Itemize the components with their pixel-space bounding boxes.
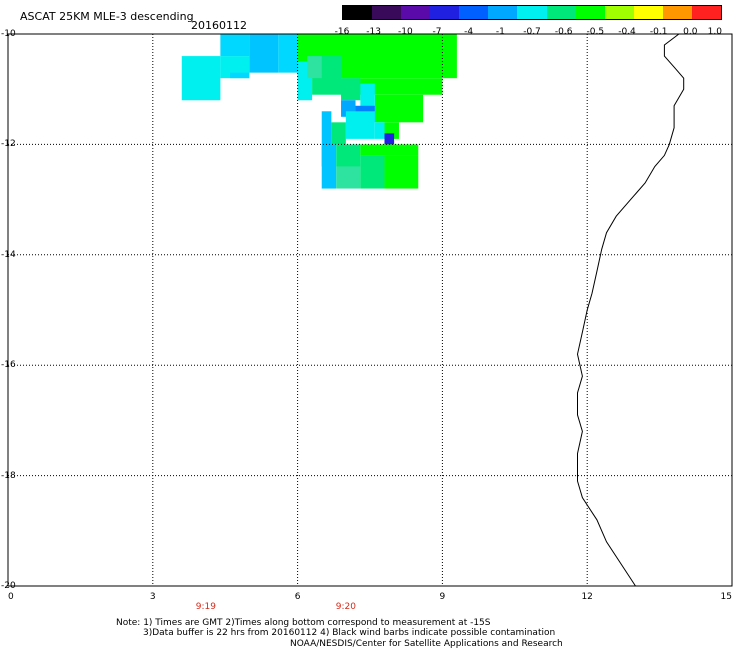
map-frame — [7, 33, 733, 587]
wind-cell — [384, 155, 419, 189]
wind-cell — [341, 78, 361, 101]
y-tick-label: -14 — [1, 249, 16, 260]
colorbar-label: -13 — [366, 27, 382, 37]
wind-cell — [345, 111, 375, 139]
colorbar-swatch — [633, 6, 663, 19]
colorbar-label: -0.5 — [586, 27, 605, 37]
wind-cells-layer — [181, 34, 457, 189]
colorbar-swatch — [372, 6, 402, 19]
x-tick-label: 15 — [720, 592, 732, 602]
coastline — [576, 33, 685, 587]
wind-cell — [230, 72, 250, 79]
y-tick-label: -16 — [1, 360, 16, 371]
colorbar-swatch — [401, 6, 431, 19]
lat-lon-grid — [8, 34, 732, 586]
colorbar-label: -0.4 — [618, 27, 636, 37]
wind-cell — [331, 122, 346, 145]
wind-cell — [307, 56, 322, 79]
x-tick-label: 0 — [8, 592, 14, 602]
wind-cell — [336, 144, 361, 167]
wind-cell — [249, 34, 279, 73]
time-label: 9:20 — [335, 602, 356, 612]
colorbar — [342, 5, 722, 20]
colorbar-swatch — [488, 6, 518, 19]
note-line-2: 3)Data buffer is 22 hrs from 20160112 4)… — [143, 628, 556, 638]
wind-cell — [321, 111, 332, 167]
colorbar-label: -1 — [495, 27, 505, 37]
colorbar-label: -0.6 — [554, 27, 573, 37]
wind-cell — [360, 83, 375, 112]
map-date: 20160112 — [191, 19, 247, 32]
colorbar-swatch — [343, 6, 373, 19]
y-tick-label: -20 — [1, 581, 16, 591]
map-title: ASCAT 25KM MLE-3 descending — [20, 10, 194, 23]
credit-line: NOAA/NESDIS/Center for Satellite Applica… — [290, 639, 563, 649]
colorbar-label: -16 — [334, 27, 350, 37]
x-tick-label: 6 — [294, 592, 301, 602]
colorbar-swatch — [430, 6, 460, 19]
colorbar-label: 0.0 — [683, 27, 698, 37]
colorbar-swatch — [575, 6, 605, 19]
colorbar-swatch — [546, 6, 576, 19]
wind-cell — [360, 155, 385, 189]
wind-cell — [220, 34, 250, 57]
wind-cell — [336, 166, 361, 189]
wind-cell — [278, 34, 298, 73]
colorbar-label: -0.1 — [649, 27, 668, 37]
colorbar-swatch — [662, 6, 692, 19]
colorbar-label: -0.7 — [523, 27, 541, 37]
wind-cell — [384, 133, 395, 145]
y-tick-label: -18 — [1, 470, 16, 481]
wind-cell — [374, 94, 424, 123]
x-tick-label: 3 — [149, 592, 156, 602]
colorbar-swatch — [459, 6, 489, 19]
note-line-1: Note: 1) Times are GMT 2)Times along bot… — [116, 618, 491, 628]
x-tick-label: 9 — [439, 592, 446, 602]
colorbar-swatch — [691, 6, 722, 19]
colorbar-swatch — [517, 6, 547, 19]
wind-cell — [181, 56, 221, 101]
wind-cell — [360, 144, 419, 156]
notes-block: Note: 1) Times are GMT 2)Times along bot… — [116, 618, 555, 638]
y-tick-label: -12 — [1, 139, 16, 150]
colorbar-label: -4 — [464, 27, 474, 37]
wind-cell — [321, 144, 337, 189]
y-tick-label: -10 — [1, 29, 16, 39]
time-label: 9:19 — [195, 602, 216, 612]
colorbar-swatch — [604, 6, 634, 19]
wind-cell — [374, 122, 385, 139]
colorbar-label: 1.0 — [707, 27, 722, 37]
colorbar-label: -10 — [397, 27, 413, 37]
colorbar-label: -7 — [432, 27, 442, 37]
x-tick-label: 12 — [581, 592, 593, 602]
